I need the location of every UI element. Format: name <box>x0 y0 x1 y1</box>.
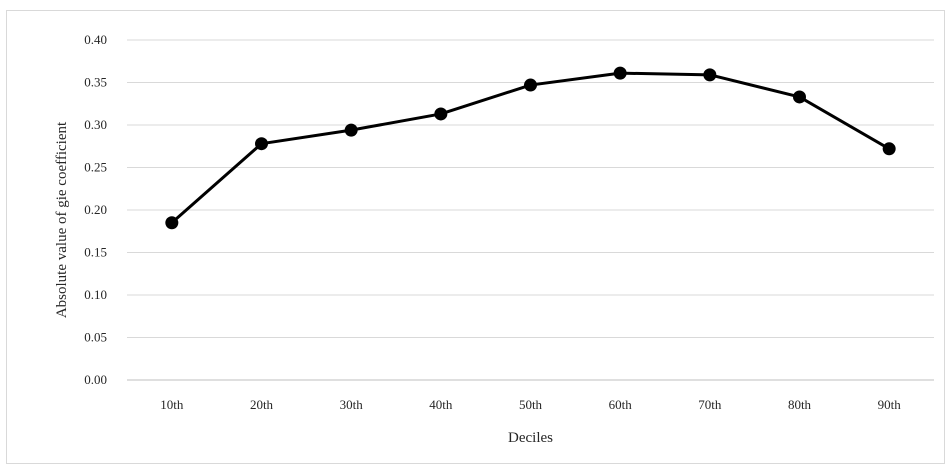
y-axis-title: Absolute value of gie coefficient <box>54 121 70 318</box>
data-point <box>165 216 179 230</box>
x-tick-label: 80th <box>788 397 812 412</box>
data-point <box>613 66 627 80</box>
chart-area <box>6 10 945 464</box>
x-tick-label: 20th <box>250 397 274 412</box>
data-series <box>165 66 896 230</box>
x-tick-label: 60th <box>609 397 633 412</box>
y-tick-label: 0.05 <box>84 330 107 345</box>
y-tick-label: 0.40 <box>84 32 107 47</box>
x-tick-label: 10th <box>160 397 184 412</box>
x-axis-tick-labels: 10th 20th 30th 40th 50th 60th 70th 80th 90th <box>160 397 901 412</box>
data-point <box>255 137 268 151</box>
y-tick-label: 0.20 <box>84 202 107 217</box>
data-point <box>882 142 896 156</box>
data-point <box>434 107 448 121</box>
x-tick-label: 90th <box>878 397 902 412</box>
x-tick-label: 30th <box>340 397 364 412</box>
x-tick-label: 50th <box>519 397 543 412</box>
y-axis-tick-labels: 0.00 0.05 0.10 0.15 0.20 0.25 0.30 0.35 0.40 <box>84 32 107 387</box>
data-point <box>793 90 806 104</box>
x-tick-label: 70th <box>698 397 722 412</box>
y-tick-label: 0.15 <box>84 245 107 260</box>
y-tick-label: 0.25 <box>84 160 107 175</box>
y-tick-label: 0.10 <box>84 287 107 302</box>
data-point <box>703 68 717 82</box>
y-tick-label: 0.30 <box>84 117 107 132</box>
data-point <box>344 123 358 137</box>
series-line <box>170 71 890 224</box>
x-tick-label: 40th <box>429 397 453 412</box>
x-axis-title: Deciles <box>508 430 553 446</box>
y-tick-label: 0.00 <box>84 372 107 387</box>
data-point <box>524 78 537 92</box>
y-tick-label: 0.35 <box>84 75 107 90</box>
gridlines <box>127 39 934 338</box>
